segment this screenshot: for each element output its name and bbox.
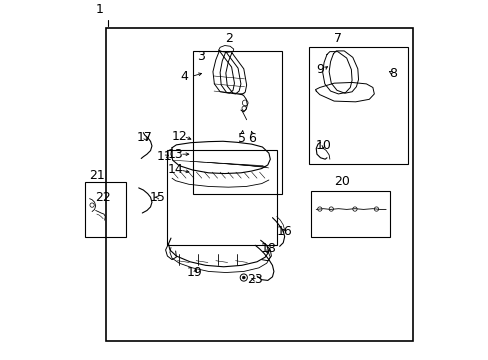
Text: 14: 14 (167, 163, 183, 176)
Text: 3: 3 (196, 50, 204, 63)
Text: 11: 11 (157, 150, 172, 163)
Text: 19: 19 (187, 266, 203, 279)
Bar (167, 149, 276, 244)
Text: 20: 20 (333, 175, 349, 188)
Text: 13: 13 (167, 148, 183, 161)
Text: 8: 8 (388, 67, 397, 80)
Text: 17: 17 (137, 131, 152, 144)
Text: 21: 21 (89, 169, 104, 182)
Text: 9: 9 (316, 63, 324, 76)
Text: 4: 4 (180, 70, 188, 83)
Text: 18: 18 (261, 242, 276, 255)
Bar (192, 51, 282, 194)
Text: 6: 6 (248, 132, 256, 145)
Circle shape (242, 276, 244, 279)
Text: 23: 23 (246, 273, 262, 286)
Text: 5: 5 (238, 132, 246, 145)
Text: 10: 10 (315, 139, 331, 152)
Text: 12: 12 (171, 130, 187, 143)
Bar (308, 47, 407, 164)
Text: 2: 2 (225, 32, 233, 45)
Text: 16: 16 (276, 225, 292, 238)
Text: 1: 1 (95, 3, 103, 16)
Text: 15: 15 (149, 191, 165, 204)
Text: 22: 22 (95, 191, 110, 204)
Text: 7: 7 (334, 32, 342, 45)
Bar (85, 182, 126, 237)
Bar (106, 28, 412, 341)
Bar (310, 191, 389, 237)
